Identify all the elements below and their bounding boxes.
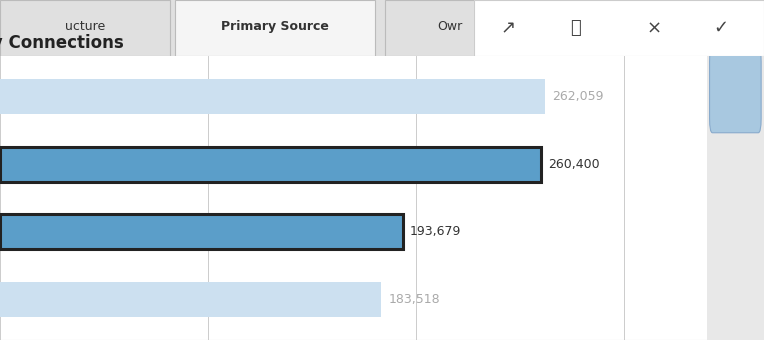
Text: 183,518: 183,518 bbox=[389, 293, 440, 306]
Text: Owr: Owr bbox=[437, 20, 463, 33]
Bar bbox=[0, 282, 381, 317]
Bar bbox=[0, 147, 541, 182]
Text: ×: × bbox=[646, 19, 661, 37]
Text: 193,679: 193,679 bbox=[410, 225, 461, 238]
Text: ⌖: ⌖ bbox=[570, 19, 581, 37]
Text: Utilities by Connections: Utilities by Connections bbox=[0, 34, 124, 52]
Bar bbox=[0, 214, 403, 250]
Text: Primary Source: Primary Source bbox=[221, 20, 329, 33]
Text: 260,400: 260,400 bbox=[549, 158, 601, 171]
Text: ucture: ucture bbox=[65, 20, 105, 33]
Bar bbox=[0, 79, 545, 114]
FancyBboxPatch shape bbox=[710, 48, 761, 133]
Text: 262,059: 262,059 bbox=[552, 90, 604, 103]
Bar bbox=[175, 0, 375, 56]
Bar bbox=[385, 0, 515, 56]
Text: ✓: ✓ bbox=[713, 19, 728, 37]
Text: ↗: ↗ bbox=[501, 19, 516, 37]
Bar bbox=[0, 0, 170, 56]
